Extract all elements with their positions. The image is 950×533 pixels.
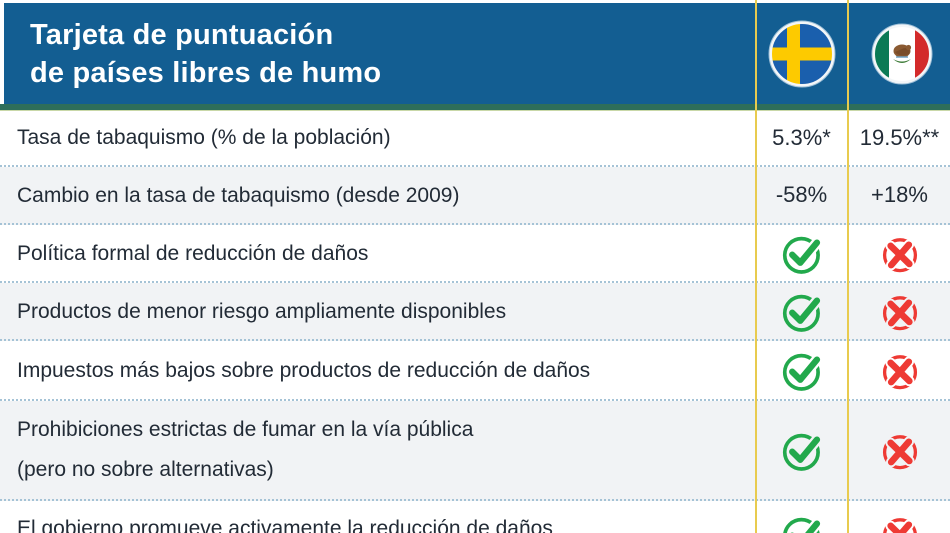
mexico-value: +18% bbox=[871, 182, 928, 207]
row-label: Prohibiciones estrictas de fumar en la v… bbox=[0, 410, 473, 490]
scorecard-table: Tasa de tabaquismo (% de la población) 5… bbox=[0, 110, 950, 533]
table-row-lower-taxes: Impuestos más bajos sobre productos de r… bbox=[0, 341, 950, 401]
check-icon bbox=[756, 341, 847, 399]
column-separator-line bbox=[847, 0, 849, 533]
page-title-line1: Tarjeta de puntuación bbox=[30, 19, 334, 51]
table-row-smoking-rate: Tasa de tabaquismo (% de la población) 5… bbox=[0, 110, 950, 167]
row-label: Cambio en la tasa de tabaquismo (desde 2… bbox=[17, 183, 460, 207]
check-icon bbox=[756, 283, 847, 339]
table-row-government-promotion: El gobierno promueve activamente la redu… bbox=[0, 501, 950, 533]
check-icon bbox=[756, 501, 847, 533]
row-label-line1: Prohibiciones estrictas de fumar en la v… bbox=[17, 418, 474, 441]
header-divider bbox=[0, 104, 950, 111]
row-label: Tasa de tabaquismo (% de la población) bbox=[17, 126, 391, 149]
cross-icon bbox=[849, 283, 950, 339]
row-label: Impuestos más bajos sobre productos de r… bbox=[17, 358, 591, 382]
row-label: Política formal de reducción de daños bbox=[17, 241, 369, 265]
mexico-value: 19.5%** bbox=[859, 124, 940, 150]
table-row-lower-risk-products: Productos de menor riesgo ampliamente di… bbox=[0, 283, 950, 341]
cross-icon bbox=[849, 501, 950, 533]
cross-icon bbox=[849, 225, 950, 281]
row-label: El gobierno promueve activamente la redu… bbox=[17, 517, 553, 533]
check-icon bbox=[756, 225, 847, 281]
column-separator-line bbox=[755, 0, 757, 533]
cross-icon bbox=[849, 401, 950, 499]
table-row-smoking-bans: Prohibiciones estrictas de fumar en la v… bbox=[0, 401, 950, 501]
sweden-flag-icon bbox=[768, 20, 836, 93]
sweden-value: -58% bbox=[775, 182, 828, 207]
row-label-line2: (pero no sobre alternativas) bbox=[17, 458, 274, 481]
mexico-eagle-emblem bbox=[893, 44, 912, 63]
cross-icon bbox=[849, 341, 950, 399]
page-title: Tarjeta de puntuación de países libres d… bbox=[30, 16, 381, 92]
mexico-flag-icon bbox=[871, 23, 933, 90]
table-row-formal-policy: Política formal de reducción de daños bbox=[0, 225, 950, 283]
check-icon bbox=[756, 401, 847, 499]
row-label: Productos de menor riesgo ampliamente di… bbox=[17, 299, 507, 323]
page-title-line2: de países libres de humo bbox=[30, 57, 382, 89]
table-row-rate-change: Cambio en la tasa de tabaquismo (desde 2… bbox=[0, 167, 950, 225]
sweden-value: 5.3%* bbox=[772, 124, 831, 150]
